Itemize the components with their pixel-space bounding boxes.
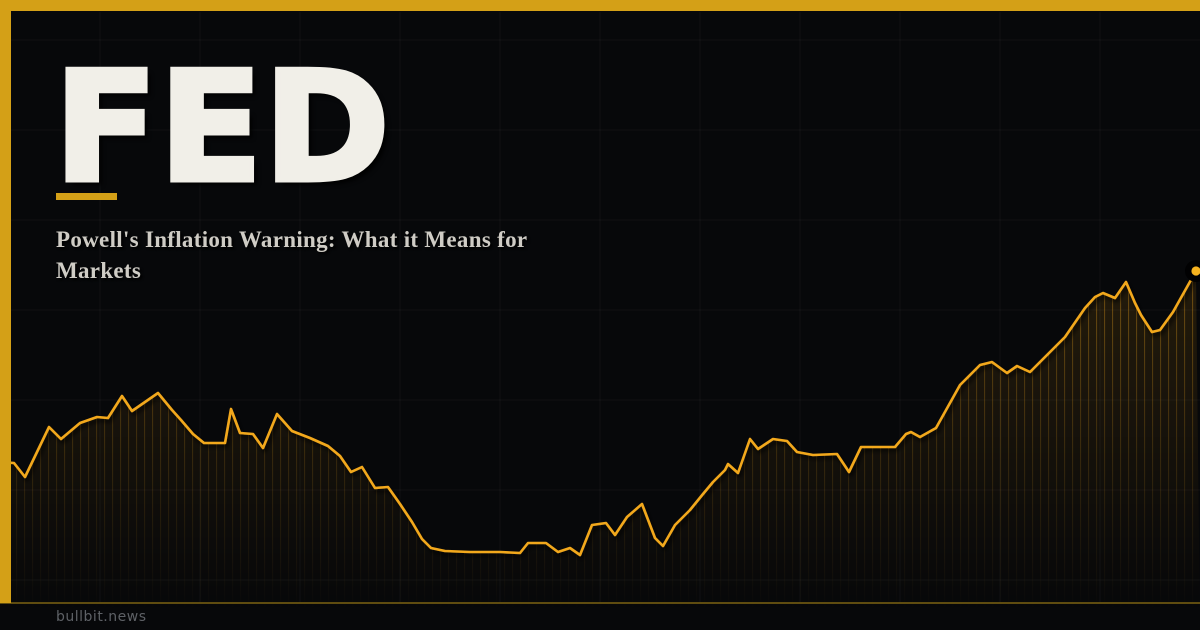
chart-area-fill	[0, 271, 1200, 630]
chart-endpoint-dot	[1191, 266, 1200, 276]
chart-line	[0, 269, 1198, 557]
ticker-underline	[56, 193, 117, 200]
article-headline: Powell's Inflation Warning: What it Mean…	[56, 224, 676, 286]
footer-divider	[0, 602, 1200, 604]
site-name: bullbit.news	[56, 609, 147, 625]
headline-line-2: Markets	[56, 258, 142, 283]
frame-top-border	[0, 0, 1200, 11]
frame-left-border	[0, 0, 11, 603]
headline-line-1: Powell's Inflation Warning: What it Mean…	[56, 227, 528, 252]
ticker-title: FED	[52, 39, 393, 216]
